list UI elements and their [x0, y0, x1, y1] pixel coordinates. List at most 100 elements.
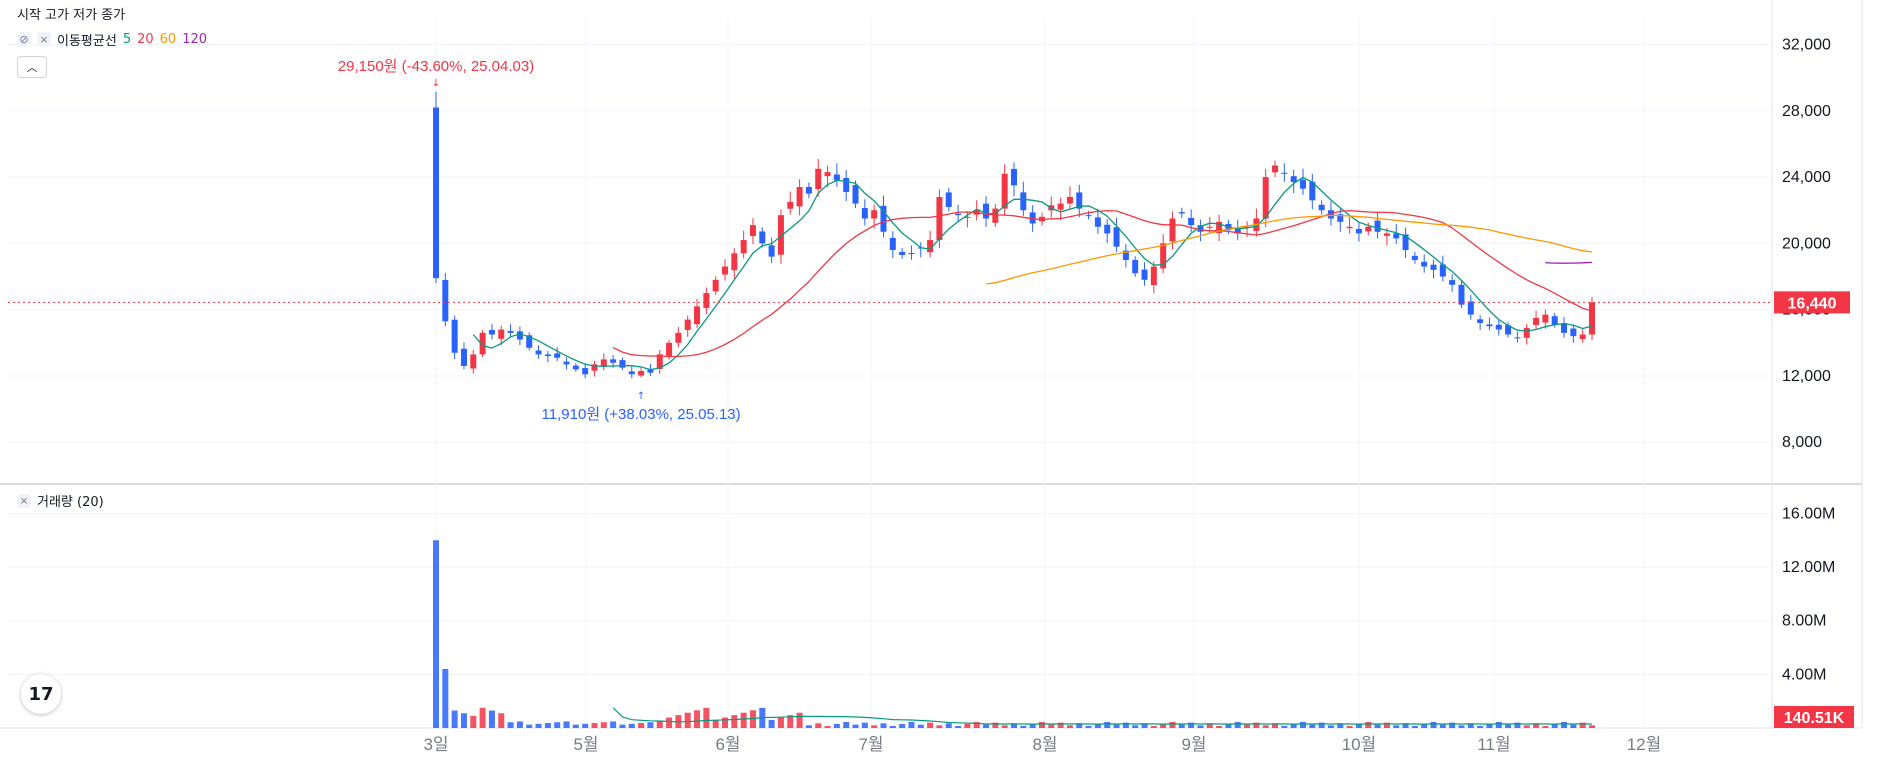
- candle-body: [787, 201, 794, 209]
- volume-bar: [880, 723, 887, 728]
- candle-body: [889, 237, 896, 250]
- volume-bar: [1430, 721, 1437, 728]
- candle-body: [1169, 218, 1176, 242]
- volume-bar: [1094, 723, 1101, 728]
- candle-body: [544, 354, 551, 357]
- candle-body: [1085, 215, 1092, 217]
- candle-body: [852, 185, 859, 204]
- volume-bar: [1477, 725, 1484, 728]
- close-icon[interactable]: ×: [37, 32, 51, 46]
- volume-bar: [1439, 724, 1446, 728]
- candle-body: [768, 245, 775, 257]
- candle-body: [647, 369, 654, 373]
- candle-body: [899, 251, 906, 255]
- volume-bar: [1421, 723, 1428, 728]
- candle-body: [1281, 172, 1288, 174]
- volume-bar: [1141, 723, 1148, 728]
- volume-bar: [1113, 724, 1120, 728]
- volume-bar: [1076, 723, 1083, 728]
- volume-bar: [843, 721, 850, 728]
- candle-body: [600, 359, 607, 367]
- time-tick-label: 9월: [1181, 735, 1206, 754]
- candle-body: [1327, 210, 1334, 219]
- volume-bar: [899, 723, 906, 728]
- candle-body: [712, 279, 719, 292]
- candle-body: [824, 172, 831, 177]
- candle-body: [796, 187, 803, 207]
- candle-body: [1561, 323, 1568, 333]
- candle-body: [535, 350, 542, 355]
- candle-body: [1533, 317, 1540, 325]
- candle-body: [1589, 302, 1595, 335]
- ma-period-60: 60: [159, 31, 177, 47]
- candle-body: [871, 210, 878, 219]
- volume-tick-label: 4.00M: [1782, 666, 1826, 683]
- volume-tick-label: 8.00M: [1782, 613, 1826, 630]
- time-tick-label: 5월: [573, 735, 598, 754]
- candle-body: [1514, 337, 1521, 339]
- volume-bar: [1589, 725, 1595, 728]
- volume-bar: [1523, 725, 1530, 728]
- chevron-up-icon: ︿: [26, 61, 38, 74]
- candle-body: [843, 178, 850, 192]
- time-tick-label: 10월: [1342, 735, 1377, 754]
- candle-body: [1467, 301, 1474, 315]
- volume-bar: [1309, 724, 1316, 728]
- candle-body: [628, 371, 635, 375]
- candle-body: [1318, 204, 1325, 211]
- candle-body: [1141, 269, 1148, 280]
- eye-hide-icon[interactable]: ⊘: [17, 32, 31, 46]
- volume-bar: [964, 723, 971, 728]
- last-price-label: 16,440: [1788, 295, 1837, 312]
- tradingview-logo[interactable]: 17: [21, 674, 61, 714]
- volume-bar: [936, 725, 943, 728]
- volume-bar: [610, 721, 617, 728]
- candle-body: [833, 174, 840, 181]
- candle-body: [964, 216, 971, 218]
- volume-bar: [955, 725, 962, 728]
- volume-bar: [442, 668, 449, 728]
- candle-body: [1290, 176, 1297, 183]
- candle-body: [1020, 192, 1027, 211]
- volume-bar: [852, 724, 859, 728]
- ohlc-legend: 시작 고가 저가 종가: [17, 4, 125, 23]
- tradingview-logo-icon: 17: [28, 683, 54, 705]
- collapse-legend-button[interactable]: ︿: [17, 56, 47, 78]
- volume-bar: [833, 723, 840, 728]
- candle-body: [1094, 217, 1101, 227]
- volume-bar: [591, 723, 598, 728]
- volume-bar: [1244, 724, 1251, 728]
- high-annotation: 29,150원 (-43.60%, 25.04.03): [338, 58, 534, 75]
- candle-body: [488, 329, 495, 335]
- volume-bar: [1085, 725, 1092, 728]
- volume-bar: [1206, 723, 1213, 728]
- volume-bar: [768, 719, 775, 728]
- ma60-line: [985, 214, 1593, 285]
- price-tick-label: 24,000: [1782, 169, 1831, 186]
- time-tick-label: 7월: [858, 735, 883, 754]
- volume-bar: [1458, 725, 1465, 728]
- ma5-line: [472, 176, 1593, 371]
- volume-bar: [694, 710, 701, 728]
- candle-body: [1374, 220, 1381, 232]
- candle-body: [563, 361, 570, 365]
- volume-bar: [1020, 725, 1027, 728]
- candle-body: [516, 331, 523, 340]
- candle-body: [1001, 173, 1008, 209]
- volume-bar: [582, 723, 589, 728]
- candle-body: [1505, 325, 1512, 335]
- close-icon[interactable]: ×: [17, 493, 31, 508]
- volume-bar: [1318, 722, 1325, 728]
- volume-bar: [638, 723, 645, 728]
- volume-bar: [628, 723, 635, 728]
- volume-bar: [1505, 724, 1512, 728]
- volume-bar: [1234, 721, 1241, 728]
- candle-body: [1365, 226, 1372, 232]
- candle-body: [955, 213, 962, 216]
- volume-bar: [1178, 724, 1185, 728]
- candle-body: [1551, 316, 1558, 325]
- candle-body: [1458, 284, 1465, 305]
- candle-body: [1150, 266, 1157, 286]
- volume-bar: [1150, 725, 1157, 728]
